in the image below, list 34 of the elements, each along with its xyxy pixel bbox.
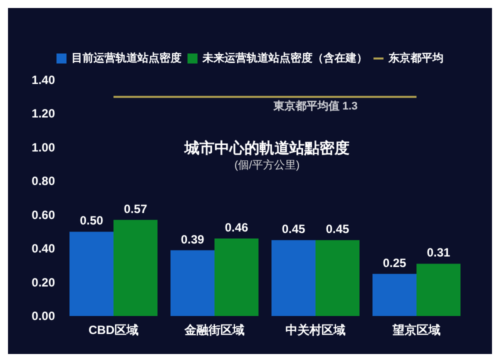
text: (個/平方公里): [234, 158, 300, 172]
data-label: 0.45: [282, 222, 306, 236]
y-tick-label: 0.40: [32, 242, 56, 256]
y-tick-label: 0.80: [32, 174, 56, 188]
text: 城市中心的軌道站點密度: [184, 139, 350, 157]
y-tick-label: 1.20: [32, 106, 56, 121]
x-tick-label: 中关村区域: [286, 323, 346, 337]
bar: [70, 232, 114, 316]
data-label: 0.45: [326, 222, 350, 236]
legend-label: 目前运营轨道站点密度: [72, 52, 182, 64]
bar: [416, 264, 460, 316]
bar: [272, 240, 316, 316]
bar: [114, 220, 158, 316]
legend-label: 东京都平均: [388, 52, 444, 64]
data-label: 0.25: [382, 256, 406, 270]
data-label: 0.50: [80, 214, 104, 228]
y-tick-label: 1.40: [32, 73, 56, 87]
x-tick-label: 望京区域: [392, 323, 440, 337]
data-label: 0.46: [224, 220, 248, 234]
y-tick-label: 1.00: [32, 140, 56, 154]
x-tick-label: 金融街区域: [184, 323, 244, 337]
bar: [170, 250, 214, 316]
data-label: 0.39: [180, 232, 204, 246]
annotation: 東京都平均值 1.3: [272, 99, 358, 112]
data-label: 0.31: [426, 246, 450, 260]
bar: [372, 274, 416, 316]
bar: [214, 238, 258, 316]
legend-label: 未来运营轨道站点密度（含在建）: [202, 52, 368, 64]
bar: [316, 240, 360, 316]
data-label: 0.57: [124, 202, 148, 216]
y-tick-label: 0.00: [32, 309, 56, 323]
x-tick-label: CBD区域: [88, 323, 138, 337]
y-tick-label: 0.60: [32, 208, 56, 222]
y-tick-label: 0.20: [32, 275, 56, 290]
